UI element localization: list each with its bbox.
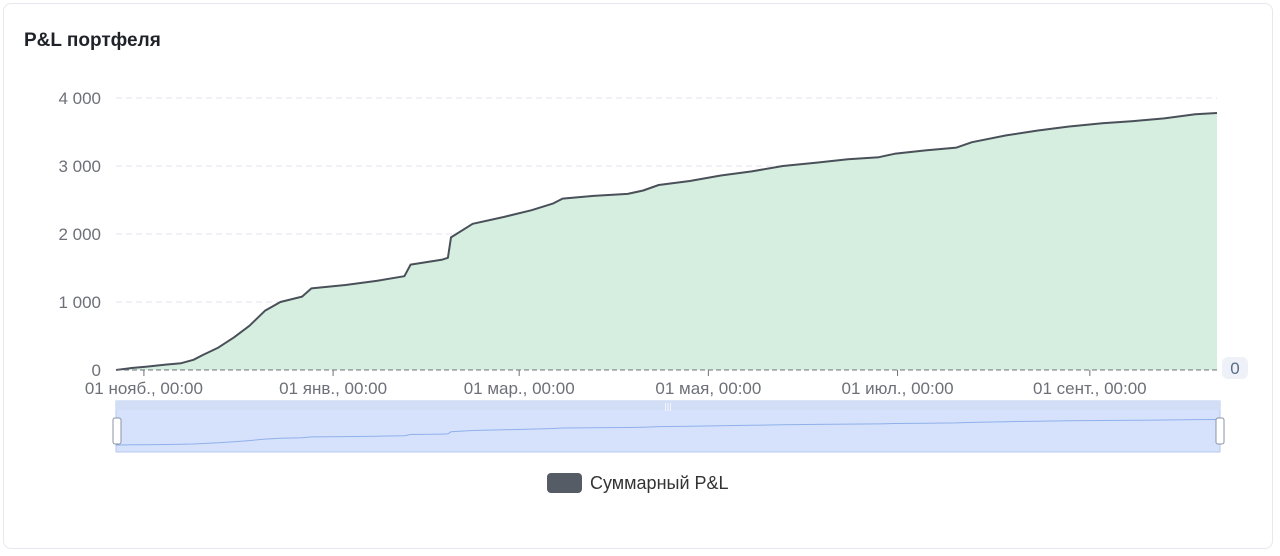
- chart-title: P&L портфеля: [24, 30, 161, 51]
- end-value-badge: [1222, 357, 1248, 379]
- y-tick-label: 1 000: [58, 293, 101, 312]
- datazoom-grip-icon: |||: [664, 402, 672, 411]
- legend-item[interactable]: Суммарный P&L: [547, 472, 729, 494]
- legend-label: Суммарный P&L: [590, 472, 729, 493]
- y-tick-label: 0: [92, 361, 101, 380]
- pnl-line: [115, 112, 1218, 371]
- y-tick-label: 4 000: [58, 89, 101, 108]
- end-value-label: 0: [1230, 359, 1239, 378]
- x-tick-label: 01 нояб., 00:00: [85, 379, 203, 398]
- x-tick-label: 01 мая, 00:00: [655, 379, 761, 398]
- datazoom-left-handle[interactable]: [112, 417, 122, 445]
- x-tick-label: 01 июл., 00:00: [841, 379, 953, 398]
- x-tick-label: 01 сент., 00:00: [1033, 379, 1147, 398]
- x-tick-label: 01 мар., 00:00: [464, 379, 575, 398]
- datazoom-preview-line: [115, 419, 1218, 446]
- pnl-area: [116, 113, 1217, 370]
- datazoom-drag-bar[interactable]: [116, 401, 1220, 410]
- legend-swatch: [547, 473, 582, 493]
- y-tick-label: 2 000: [58, 225, 101, 244]
- datazoom-right-handle[interactable]: [1215, 417, 1225, 445]
- y-tick-label: 3 000: [58, 157, 101, 176]
- x-tick-label: 01 янв., 00:00: [279, 379, 387, 398]
